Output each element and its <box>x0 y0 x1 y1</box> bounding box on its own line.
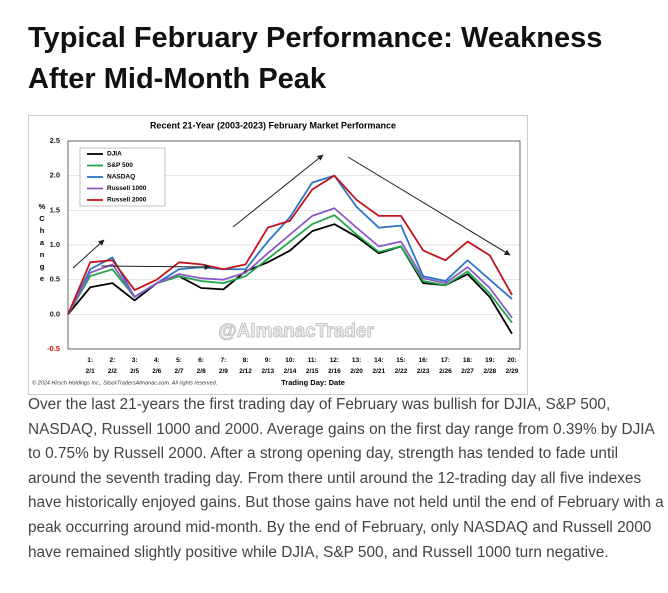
x-tick-label: 8: 2/12 <box>239 357 252 375</box>
legend-label: S&P 500 <box>107 162 133 169</box>
article-title: Typical February Performance: Weakness A… <box>28 22 603 95</box>
legend-label: DJIA <box>107 151 122 158</box>
y-tick-label: 2.5 <box>50 136 60 145</box>
x-tick-label: 20: 2/29 <box>506 357 519 375</box>
watermark: @AlmanacTrader <box>218 321 374 342</box>
plot-border <box>67 140 521 350</box>
x-tick-label: 7: 2/9 <box>219 357 228 375</box>
y-tick-label: 1.0 <box>50 240 60 249</box>
y-tick-label: 1.5 <box>50 205 60 214</box>
arrow <box>72 239 105 269</box>
x-tick-label: 11: 2/15 <box>306 357 319 375</box>
x-tick-label: 17: 2/26 <box>439 357 452 375</box>
x-tick-label: 12: 2/16 <box>328 357 341 375</box>
chart-title: Recent 21-Year (2003-2023) February Mark… <box>150 120 396 130</box>
x-tick-label: 19: 2/28 <box>483 357 496 375</box>
legend-label: Russell 2000 <box>107 197 147 204</box>
x-tick-label: 4: 2/6 <box>152 357 161 375</box>
chart: Recent 21-Year (2003-2023) February Mark… <box>28 115 528 395</box>
x-tick-label: 16: 2/23 <box>417 357 430 375</box>
x-tick-label: 10: 2/14 <box>284 357 297 375</box>
x-tick-label: 15: 2/22 <box>395 357 408 375</box>
legend-label: Russell 1000 <box>107 185 147 192</box>
article-paragraph: Over the last 21-years the first trading… <box>28 396 664 561</box>
x-tick-label: 5: 2/7 <box>174 357 183 375</box>
x-tick-label: 3: 2/5 <box>130 357 139 375</box>
arrow <box>100 263 211 270</box>
series-line <box>67 174 513 315</box>
y-tick-label: -0.5 <box>47 344 60 353</box>
credit: © 2024 Hirsch Holdings Inc., StockTrader… <box>32 379 217 386</box>
y-tick-label: 0.5 <box>50 275 60 284</box>
legend-label: NASDAQ <box>107 174 135 181</box>
y-tick-label: 0.0 <box>50 309 60 318</box>
y-tick-label: 2.0 <box>50 171 60 180</box>
x-tick-label: 13: 2/20 <box>350 357 363 375</box>
series-line <box>67 207 513 319</box>
x-tick-label: 6: 2/8 <box>197 357 206 375</box>
x-tick-label: 9: 2/13 <box>261 357 274 375</box>
x-tick-label: 1: 2/1 <box>86 357 95 375</box>
arrow <box>232 154 324 228</box>
x-tick-label: 18: 2/27 <box>461 357 474 375</box>
x-tick-label: 14: 2/21 <box>372 357 385 375</box>
arrows <box>72 154 511 270</box>
arrow <box>347 156 511 256</box>
x-axis-label: Trading Day: Date <box>281 378 345 387</box>
x-tick-label: 2: 2/2 <box>108 357 117 375</box>
